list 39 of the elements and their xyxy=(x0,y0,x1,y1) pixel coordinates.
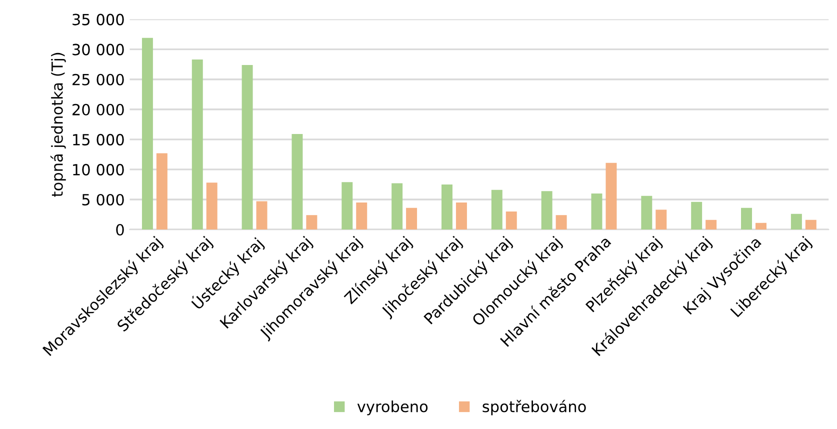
bar xyxy=(392,183,403,230)
bar xyxy=(256,201,268,230)
bar xyxy=(506,211,517,230)
y-tick-label: 10 000 xyxy=(73,164,124,176)
bar xyxy=(656,210,667,230)
bar xyxy=(142,38,153,230)
y-tick-label: 35 000 xyxy=(72,14,124,26)
bar xyxy=(242,64,253,230)
y-tick-label: 20 000 xyxy=(72,104,124,116)
bar xyxy=(805,220,816,230)
bar xyxy=(641,196,652,230)
bar xyxy=(206,182,218,230)
bar xyxy=(292,134,303,230)
bar xyxy=(306,215,318,230)
bar xyxy=(356,202,368,230)
bar xyxy=(541,191,552,230)
legend-label: spotřebováno xyxy=(482,400,586,416)
bar xyxy=(441,184,452,230)
legend-label: vyrobeno xyxy=(357,400,428,416)
bar xyxy=(556,215,567,230)
bar xyxy=(790,214,802,230)
y-tick-label: 25 000 xyxy=(72,74,124,86)
bar xyxy=(156,153,168,230)
y-tick-label: 30 000 xyxy=(72,44,124,56)
bar xyxy=(755,222,766,230)
bar xyxy=(456,202,467,230)
y-tick-label: 15 000 xyxy=(73,134,124,146)
bar xyxy=(606,162,617,230)
y-axis-title: topná jednotka (Tj) xyxy=(50,52,66,197)
bar xyxy=(192,60,203,230)
bar xyxy=(706,220,717,230)
bar xyxy=(591,193,602,230)
y-tick-label: 0 xyxy=(116,224,124,236)
bar xyxy=(491,190,502,230)
y-tick-label: 5 000 xyxy=(82,194,124,206)
bar xyxy=(691,202,702,230)
bar xyxy=(406,208,418,230)
bar xyxy=(741,208,752,230)
bar xyxy=(342,182,353,230)
